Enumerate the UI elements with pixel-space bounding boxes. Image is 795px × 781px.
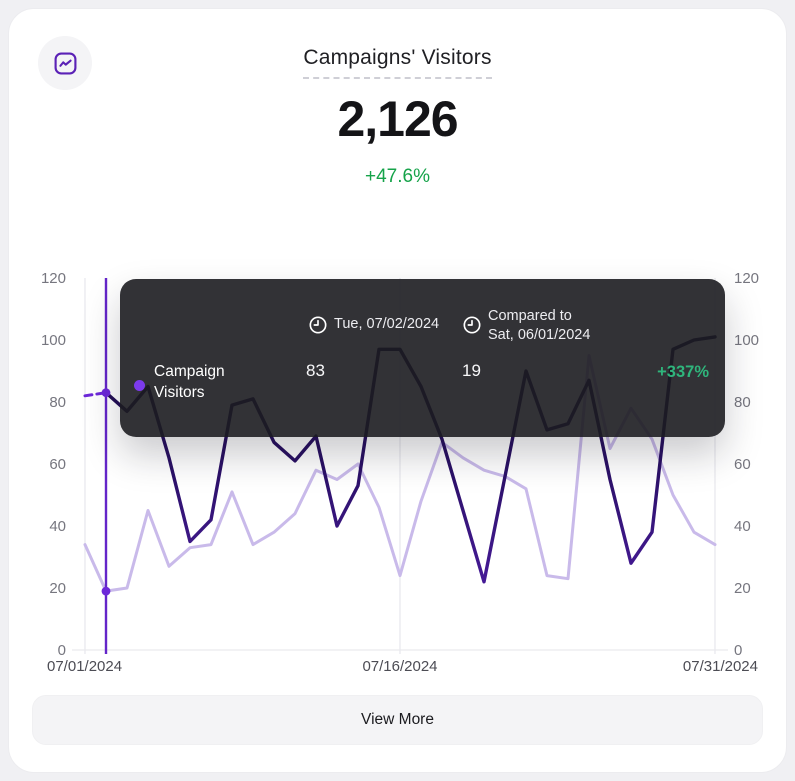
hover-point-dot xyxy=(101,586,111,596)
y-axis-tick-left: 0 xyxy=(58,642,66,659)
view-more-button[interactable]: View More xyxy=(32,695,763,745)
series-marker-dot xyxy=(134,380,145,391)
tooltip-current-date: Tue, 07/02/2024 xyxy=(334,316,440,332)
clock-icon xyxy=(463,316,481,334)
tooltip-series-label: Campaign Visitors xyxy=(154,363,225,401)
y-axis-tick-right: 0 xyxy=(734,642,742,659)
x-axis-label: 07/16/2024 xyxy=(362,658,437,675)
tooltip-compared-line2: Sat, 06/01/2024 xyxy=(488,327,591,343)
x-axis-label: 07/31/2024 xyxy=(683,658,758,675)
tooltip-compared-label: Compared to Sat, 06/01/2024 xyxy=(488,307,590,345)
y-axis-tick-right: 80 xyxy=(734,394,751,411)
y-axis-tick-left: 20 xyxy=(49,580,66,597)
tooltip-compared-line1: Compared to xyxy=(488,308,572,324)
x-axis-label: 07/01/2024 xyxy=(47,658,122,675)
y-axis-tick-right: 40 xyxy=(734,518,751,535)
compared-period-line xyxy=(83,354,717,593)
tooltip-current-value: 83 xyxy=(306,361,325,380)
y-axis-tick-left: 60 xyxy=(49,456,66,473)
y-axis-tick-left: 120 xyxy=(41,270,66,287)
card-icon-badge xyxy=(38,36,92,90)
y-axis-tick-right: 20 xyxy=(734,580,751,597)
chart-tooltip: Tue, 07/02/2024 Compared to Sat, 06/01/2… xyxy=(120,279,725,437)
tooltip-change-percent: +337% xyxy=(657,363,709,381)
y-axis-tick-right: 60 xyxy=(734,456,751,473)
y-axis-tick-left: 100 xyxy=(41,332,66,349)
y-axis-tick-right: 100 xyxy=(734,332,759,349)
y-axis-tick-left: 40 xyxy=(49,518,66,535)
total-delta-percent: +47.6% xyxy=(365,166,430,187)
card-title: Campaigns' Visitors xyxy=(303,46,492,79)
line-chart-icon xyxy=(54,52,76,74)
y-axis-tick-left: 80 xyxy=(49,394,66,411)
total-visitors-value: 2,126 xyxy=(337,91,458,147)
y-axis-tick-right: 120 xyxy=(734,270,759,287)
tooltip-compared-value: 19 xyxy=(462,361,481,380)
hover-point-dot xyxy=(101,388,111,398)
clock-icon xyxy=(309,316,327,334)
